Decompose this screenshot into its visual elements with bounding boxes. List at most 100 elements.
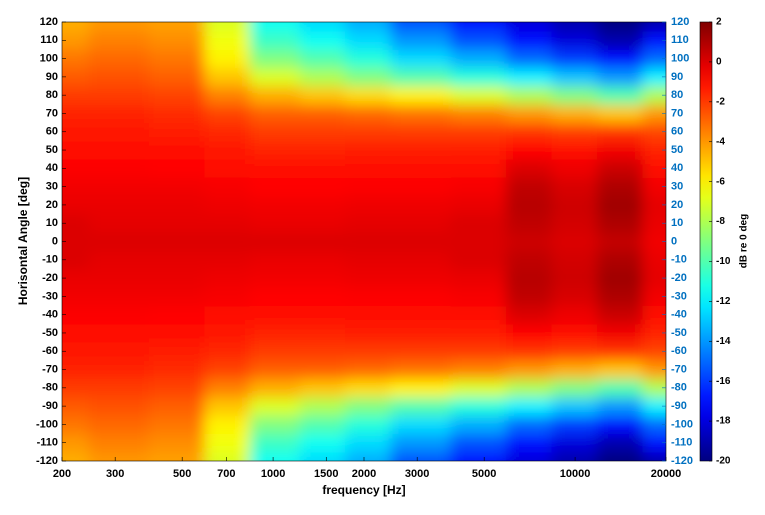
heat-cell [506,177,553,197]
heat-cell [299,177,346,197]
heat-cell [390,287,452,307]
heat-cell [597,451,644,461]
heat-cell [345,177,392,197]
heat-cell [597,159,644,178]
heat-cell [551,122,598,142]
heat-cell [345,342,392,361]
heat-cell [390,214,452,233]
y2-tick-label: 100 [671,52,689,64]
heat-cell [551,305,598,325]
heat-cell [450,433,507,453]
heat-cell [551,396,598,416]
heat-cell [506,49,553,69]
heat-cell [88,415,150,435]
heat-cell [62,232,90,252]
heat-cell [390,250,452,270]
heat-cell [390,433,452,453]
heat-cell [506,31,553,50]
heat-cell [345,287,392,307]
heat-cell [62,268,90,288]
heat-cell [597,396,644,416]
heat-cell [551,195,598,215]
heat-cell [88,22,150,32]
heat-cell [390,451,452,461]
heat-cell [551,67,598,87]
heat-cell [450,360,507,380]
heat-cell [204,214,251,233]
heat-cell [62,250,90,270]
heat-cell [551,214,598,233]
heat-cell [204,86,251,105]
heat-cell [506,378,553,398]
heat-cell [506,104,553,124]
heat-cell [506,122,553,142]
heat-cell [345,415,392,435]
heat-cell [249,287,301,307]
heat-cell [62,49,90,69]
colorbar-tick-label: -6 [716,176,725,187]
heat-cell [299,122,346,142]
heat-cell [299,214,346,233]
heat-cell [390,268,452,288]
heat-cell [597,378,644,398]
heat-cell [299,140,346,160]
heat-cell [345,49,392,69]
heat-cell [204,433,251,453]
y2-tick-label: -100 [671,418,693,430]
heat-cell [597,433,644,453]
heat-cell [345,323,392,343]
heat-cell [62,433,90,453]
heat-cell [62,67,90,87]
heat-cell [450,86,507,105]
heat-cell [345,360,392,380]
heat-cell [390,140,452,160]
y-tick-label: 80 [46,89,58,101]
x-tick-label: 20000 [651,468,682,480]
heat-cell [88,122,150,142]
heat-cell [148,49,205,69]
colorbar-tick-label: -12 [716,296,731,307]
heat-cell [642,195,666,215]
heat-cell [390,67,452,87]
heat-cell [88,396,150,416]
heat-cell [390,86,452,105]
heat-cell [249,342,301,361]
heat-cell [249,305,301,325]
heat-cell [249,122,301,142]
heat-cell [450,305,507,325]
heat-cell [506,415,553,435]
heat-cell [299,268,346,288]
heat-cell [249,451,301,461]
heat-cell [551,159,598,178]
heat-cell [62,378,90,398]
heat-cell [345,305,392,325]
y2-tick-label: -10 [671,254,687,266]
heat-cell [597,195,644,215]
heat-cell [204,177,251,197]
heat-cell [299,378,346,398]
heat-cell [551,433,598,453]
heat-cell [62,22,90,32]
heat-cell [88,250,150,270]
heat-cell [450,268,507,288]
heat-cell [345,67,392,87]
heat-cell [642,396,666,416]
heat-cell [506,22,553,32]
heat-cell [299,49,346,69]
heat-cell [642,433,666,453]
heat-cell [88,378,150,398]
y-tick-label: 60 [46,126,58,138]
heat-cell [551,232,598,252]
y2-tick-label: -70 [671,363,687,375]
colorbar-tick-label: -20 [716,456,731,467]
y2-tick-label: 120 [671,16,689,28]
heat-cell [450,415,507,435]
heat-cell [642,31,666,50]
y2-tick-label: 110 [671,34,689,46]
y2-tick-label: 80 [671,89,683,101]
heat-cell [62,140,90,160]
heat-cell [642,287,666,307]
heat-cell [204,287,251,307]
heat-cell [88,31,150,50]
colorbar-tick-label: -4 [716,136,725,147]
